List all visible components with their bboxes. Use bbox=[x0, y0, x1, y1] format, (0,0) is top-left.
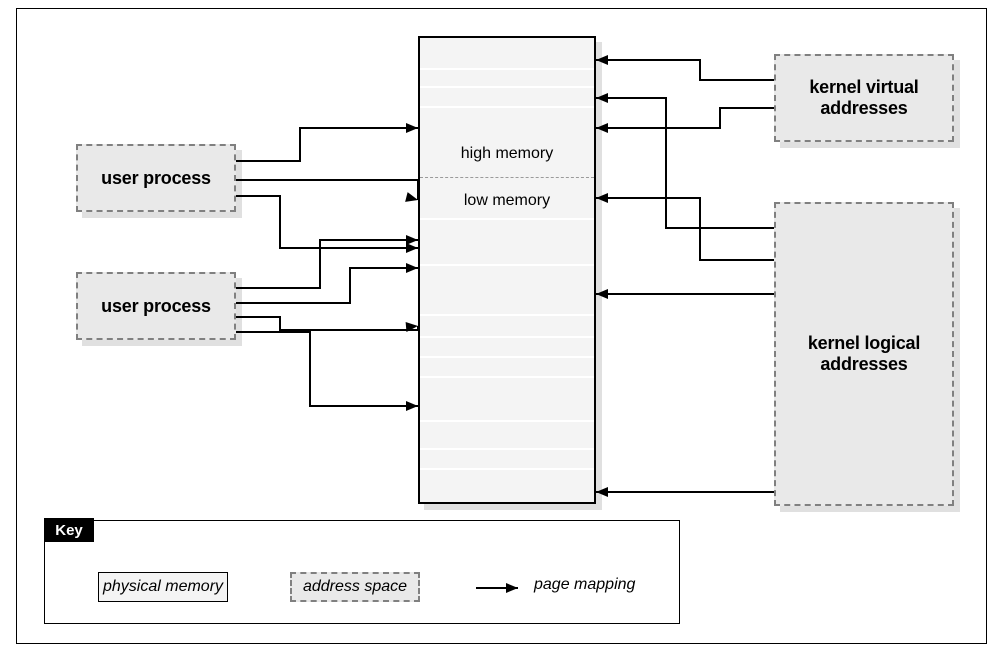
memory-segment-divider bbox=[420, 218, 594, 220]
label-line: kernel virtual bbox=[774, 77, 954, 98]
user-process-2-label: user process bbox=[76, 296, 236, 317]
memory-segment-divider bbox=[420, 468, 594, 470]
memory-segment-divider bbox=[420, 68, 594, 70]
memory-segment-divider bbox=[420, 376, 594, 378]
memory-segment-divider bbox=[420, 264, 594, 266]
memory-segment-divider bbox=[420, 356, 594, 358]
label-line: kernel logical bbox=[774, 333, 954, 354]
memory-segment-divider bbox=[420, 314, 594, 316]
legend-address-space: address space bbox=[290, 572, 420, 602]
user-process-1-label: user process bbox=[76, 168, 236, 189]
legend-page-mapping-label: page mapping bbox=[534, 576, 674, 600]
memory-segment-divider bbox=[420, 86, 594, 88]
memory-segment-divider bbox=[420, 448, 594, 450]
memory-segment-divider bbox=[420, 106, 594, 108]
kernel-logical-addresses-label: kernel logicaladdresses bbox=[774, 333, 954, 374]
label-line: user process bbox=[76, 296, 236, 317]
label-line: addresses bbox=[774, 98, 954, 119]
low-memory-label: low memory bbox=[418, 192, 596, 214]
label-line: addresses bbox=[774, 354, 954, 375]
diagram-stage: high memory low memory user process user pr… bbox=[0, 0, 1003, 652]
legend-physical-memory: physical memory bbox=[98, 572, 228, 602]
legend-title: Key bbox=[44, 518, 94, 542]
kernel-virtual-addresses-label: kernel virtualaddresses bbox=[774, 77, 954, 118]
memory-segment-divider bbox=[420, 336, 594, 338]
memory-segment-divider bbox=[420, 420, 594, 422]
label-line: user process bbox=[76, 168, 236, 189]
high-memory-label: high memory bbox=[418, 145, 596, 167]
high-low-divider bbox=[420, 177, 594, 178]
